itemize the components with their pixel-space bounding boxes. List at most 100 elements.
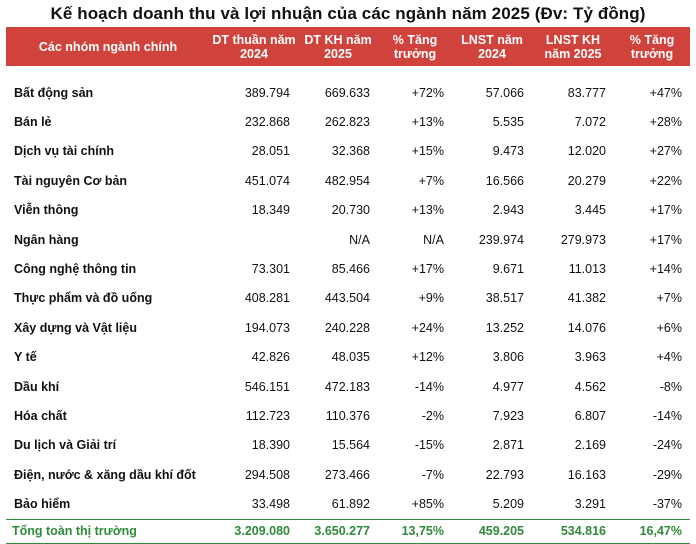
profit-growth: -24% (652, 438, 682, 453)
profit-growth: -37% (652, 497, 682, 512)
profit-2024: 9.473 (492, 144, 524, 159)
header-revenue-growth: % Tăng trưởng (378, 27, 452, 66)
table-row: Điện, nước & xăng dầu khí đốt 294.508 273.… (6, 460, 690, 489)
profit-growth: +4% (656, 350, 682, 365)
header-profit-plan-2025: LNST KH năm 2025 (532, 27, 614, 66)
profit-growth: +27% (649, 144, 682, 159)
revenue-2024: 18.390 (251, 438, 290, 453)
revenue-plan-2025: 669.633 (324, 85, 370, 100)
sector-name: Dịch vụ tài chính (14, 144, 115, 159)
table-header-row: Các nhóm ngành chính DT thuần năm 2024 D… (6, 27, 690, 66)
profit-growth: +17% (649, 232, 682, 247)
revenue-plan-2025: 240.228 (324, 320, 370, 335)
profit-2024: 57.066 (485, 85, 524, 100)
profit-plan-2025: 3.445 (574, 203, 606, 218)
revenue-growth: -7% (421, 467, 444, 482)
revenue-plan-2025: 110.376 (325, 408, 370, 423)
revenue-plan-2025: 48.035 (331, 350, 370, 365)
profit-2024: 5.535 (492, 115, 524, 130)
sector-name: Xây dựng và Vật liệu (14, 320, 137, 335)
profit-plan-2025: 83.777 (567, 85, 606, 100)
sector-name: Dầu khí (14, 379, 60, 394)
revenue-growth: N/A (423, 232, 444, 247)
revenue-plan-2025: 472.183 (324, 379, 370, 394)
profit-growth: -8% (659, 379, 682, 394)
sector-name: Ngân hàng (14, 232, 79, 247)
table-row: Tài nguyên Cơ bản 451.074 482.954 +7% 16.566… (6, 166, 690, 195)
sector-name: Bất động sản (14, 85, 94, 100)
revenue-2024: 33.498 (251, 497, 290, 512)
sector-name: Y tế (14, 350, 37, 365)
revenue-growth: +13% (411, 115, 444, 130)
table-row: Bất động sản 389.794 669.633 +72% 57.066 83.7… (6, 78, 690, 107)
profit-2024: 5.209 (492, 497, 524, 512)
spacer-cell (6, 66, 690, 78)
table-row: Ngân hàng N/A N/A 239.974 279.973 +17% (6, 225, 690, 254)
header-sector: Các nhóm ngành chính (6, 27, 210, 66)
revenue-2024: 28.051 (251, 144, 290, 159)
revenue-2024: 73.301 (251, 262, 290, 277)
revenue-plan-2025: 443.504 (324, 291, 370, 306)
revenue-2024: 451.074 (244, 173, 290, 188)
total-row: Tổng toàn thị trường 3.209.080 3.650.277… (6, 518, 690, 544)
table-spacer-row (6, 66, 690, 78)
revenue-2024: 112.723 (245, 408, 290, 423)
total-profit-growth: 16,47% (614, 518, 690, 544)
revenue-2024: 194.073 (244, 320, 290, 335)
total-revenue-2024: 3.209.080 (210, 518, 298, 544)
profit-growth: +7% (656, 291, 682, 306)
profit-plan-2025: 6.807 (574, 408, 606, 423)
revenue-growth: +15% (411, 144, 444, 159)
profit-2024: 3.806 (492, 350, 524, 365)
total-revenue-growth: 13,75% (378, 518, 452, 544)
total-label: Tổng toàn thị trường (6, 518, 210, 544)
revenue-growth: +85% (411, 497, 444, 512)
profit-growth: +47% (649, 85, 682, 100)
sector-name: Thực phẩm và đồ uống (14, 291, 153, 306)
revenue-growth: +72% (411, 85, 444, 100)
profit-plan-2025: 41.382 (567, 291, 606, 306)
revenue-plan-2025: 32.368 (331, 144, 370, 159)
table-row: Y tế 42.826 48.035 +12% 3.806 3.963 +4% (6, 343, 690, 372)
profit-plan-2025: 16.163 (567, 467, 606, 482)
profit-plan-2025: 11.013 (568, 262, 606, 277)
sector-name: Hóa chất (14, 408, 67, 423)
revenue-growth: +17% (411, 262, 444, 277)
page-title: Kế hoạch doanh thu và lợi nhuận của các … (50, 4, 646, 23)
header-revenue-plan-2025: DT KH năm 2025 (298, 27, 378, 66)
profit-plan-2025: 279.973 (560, 232, 606, 247)
profit-growth: +22% (649, 173, 682, 188)
profit-2024: 13.252 (485, 320, 524, 335)
revenue-plan-2025: 482.954 (324, 173, 370, 188)
header-profit-2024: LNST năm 2024 (452, 27, 532, 66)
revenue-plan-2025: 15.564 (331, 438, 370, 453)
profit-plan-2025: 14.076 (567, 320, 606, 335)
profit-2024: 22.793 (485, 467, 524, 482)
revenue-growth: +13% (411, 203, 444, 218)
profit-growth: -29% (652, 467, 682, 482)
table-row: Bảo hiểm 33.498 61.892 +85% 5.209 3.291 -37% (6, 489, 690, 519)
table-row: Xây dựng và Vật liệu 194.073 240.228 +24% 13… (6, 313, 690, 342)
total-revenue-plan-2025: 3.650.277 (298, 518, 378, 544)
revenue-growth: -14% (414, 379, 444, 394)
revenue-growth: -15% (414, 438, 444, 453)
revenue-plan-2025: 61.892 (331, 497, 370, 512)
profit-plan-2025: 20.279 (567, 173, 606, 188)
revenue-growth: +7% (418, 173, 444, 188)
header-revenue-2024: DT thuần năm 2024 (210, 27, 298, 66)
table-row: Dịch vụ tài chính 28.051 32.368 +15% 9.473 12… (6, 137, 690, 166)
profit-plan-2025: 7.072 (574, 115, 606, 130)
sector-name: Bán lẻ (14, 115, 52, 130)
profit-2024: 7.923 (492, 408, 524, 423)
sector-name: Bảo hiểm (14, 497, 71, 512)
revenue-2024: 546.151 (244, 379, 290, 394)
profit-2024: 38.517 (485, 291, 524, 306)
total-profit-2024: 459.205 (452, 518, 532, 544)
revenue-2024: 232.868 (244, 115, 290, 130)
profit-plan-2025: 4.562 (574, 379, 606, 394)
profit-growth: -14% (652, 408, 682, 423)
profit-plan-2025: 12.020 (567, 144, 606, 159)
table-row: Du lịch và Giải trí 18.390 15.564 -15% 2.871… (6, 431, 690, 460)
total-profit-plan-2025: 534.816 (532, 518, 614, 544)
table-row: Công nghệ thông tin 73.301 85.466 +17% 9.671… (6, 254, 690, 283)
